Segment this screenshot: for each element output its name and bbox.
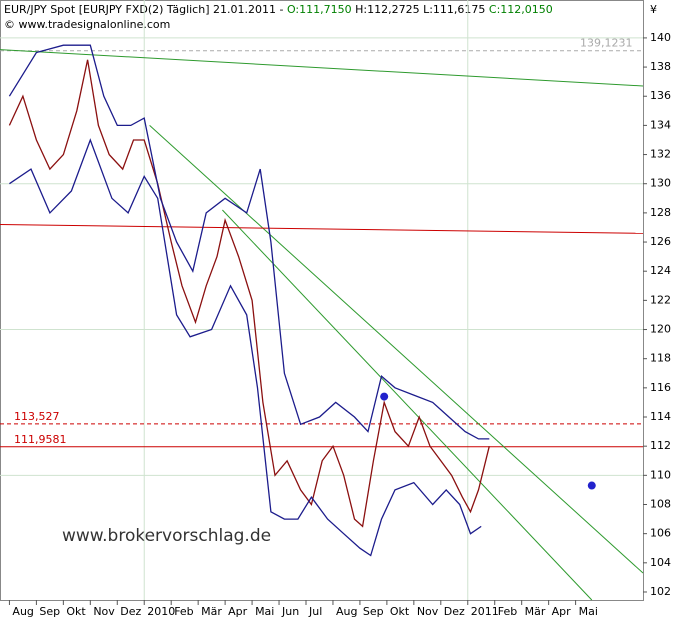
y-tick-label: 102	[650, 585, 671, 598]
header-part: C:112,0150	[489, 3, 553, 16]
x-tick-label: Jul	[308, 605, 322, 618]
y-tick-label: 118	[650, 352, 671, 365]
y-tick-label: 106	[650, 527, 671, 540]
y-tick-label: 110	[650, 468, 671, 481]
y-tick-label: 120	[650, 323, 671, 336]
x-tick-label: 2010	[147, 605, 175, 618]
y-tick-label: 104	[650, 556, 671, 569]
y-tick-label: 122	[650, 293, 671, 306]
x-tick-label: Dez	[444, 605, 465, 618]
y-tick-label: 130	[650, 177, 671, 190]
x-tick-label: Mai	[579, 605, 598, 618]
y-tick-label: 124	[650, 264, 671, 277]
x-tick-label: Mär	[525, 605, 546, 618]
y-tick-label: 116	[650, 381, 671, 394]
header-part: O:111,7150	[287, 3, 352, 16]
price-line	[8, 59, 490, 528]
x-tick-label: Nov	[93, 605, 115, 618]
x-tick-label: Apr	[228, 605, 248, 618]
marker	[380, 392, 389, 401]
trend-line	[222, 209, 593, 601]
trend-line	[0, 49, 644, 87]
level-label: 111,9581	[14, 433, 67, 446]
y-tick-label: 132	[650, 148, 671, 161]
currency: ¥	[650, 3, 657, 16]
y-tick-label: 134	[650, 118, 671, 131]
price-line	[8, 44, 490, 440]
x-tick-label: Aug	[336, 605, 357, 618]
price-line	[9, 138, 482, 557]
y-tick-label: 112	[650, 439, 671, 452]
x-tick-label: Okt	[390, 605, 410, 618]
x-tick-label: Sep	[363, 605, 384, 618]
x-tick-label: Apr	[552, 605, 572, 618]
header-part: EUR/JPY Spot [EURJPY FXD(2) Täglich] 21.…	[4, 3, 287, 16]
x-tick-label: Aug	[12, 605, 33, 618]
x-tick-label: Mai	[255, 605, 274, 618]
y-tick-label: 140	[650, 31, 671, 44]
x-tick-label: Sep	[39, 605, 60, 618]
copyright: © www.tradesignalonline.com	[4, 18, 170, 31]
trend-line	[149, 125, 644, 574]
plot-frame	[0, 0, 644, 601]
x-tick-label: 2011	[471, 605, 499, 618]
y-tick-label: 138	[650, 60, 671, 73]
marker	[587, 481, 596, 490]
x-tick-label: Okt	[66, 605, 86, 618]
y-tick-label: 108	[650, 497, 671, 510]
y-tick-label: 136	[650, 89, 671, 102]
x-tick-label: Jun	[281, 605, 299, 618]
watermark: www.brokervorschlag.de	[62, 526, 271, 546]
x-tick-label: Nov	[417, 605, 439, 618]
y-tick-label: 126	[650, 235, 671, 248]
chart-header: EUR/JPY Spot [EURJPY FXD(2) Täglich] 21.…	[4, 3, 553, 16]
y-tick-label: 128	[650, 206, 671, 219]
x-tick-label: Feb	[174, 605, 193, 618]
level-label: 139,1231	[580, 37, 633, 50]
x-tick-label: Feb	[498, 605, 517, 618]
y-tick-label: 114	[650, 410, 671, 423]
header-part: H:112,2725 L:111,6175	[352, 3, 489, 16]
x-tick-label: Dez	[120, 605, 141, 618]
x-tick-label: Mär	[201, 605, 222, 618]
trend-line	[0, 224, 644, 234]
level-label: 113,527	[14, 410, 60, 423]
